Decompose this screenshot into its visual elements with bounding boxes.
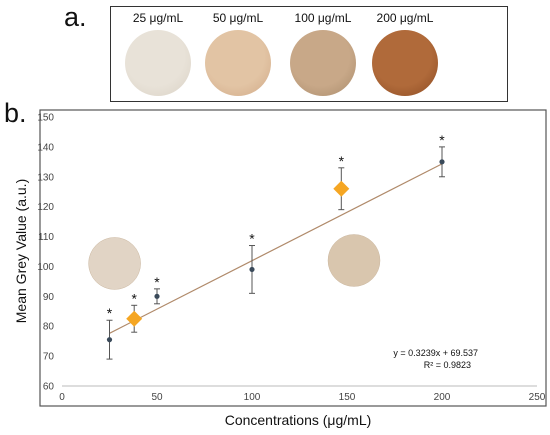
y-tick-label: 100 [37,262,54,273]
concentration-label: 200 μg/mL [376,11,434,25]
chart-frame [39,109,547,407]
y-tick-label: 130 [37,172,54,183]
panel-a-frame [110,6,508,102]
sample-swatch [205,30,271,96]
data-point [154,293,160,299]
significance-star: * [107,305,113,321]
panel-b-letter: b. [4,98,27,128]
y-tick-label: 90 [43,292,55,303]
concentration-label: 100 μg/mL [294,11,352,25]
trendline-r-squared: R² = 0.9823 [424,360,471,370]
x-tick-label: 200 [434,392,451,403]
y-tick-label: 110 [38,232,54,243]
trendline-equation: y = 0.3239x + 69.537 [393,348,478,358]
concentration-label: 25 μg/mL [132,11,184,25]
x-tick-label: 50 [151,392,163,403]
data-point [439,159,445,165]
y-axis-title: Mean Grey Value (a.u.) [13,179,29,323]
concentration-label: 50 μg/mL [212,11,264,25]
sample-swatch [125,30,191,96]
significance-star: * [439,132,445,148]
significance-star: * [249,231,255,247]
data-point [106,337,113,343]
highlight-diamond-point [126,310,143,327]
y-tick-label: 120 [37,202,54,213]
sample-swatch [290,30,356,96]
significance-star: * [131,290,137,306]
panel-a-letter: a. [64,2,87,32]
x-tick-label: 250 [529,392,546,403]
significance-star: * [154,274,160,290]
x-tick-label: 100 [244,392,261,403]
y-tick-label: 150 [37,113,54,124]
x-axis-title: Concentrations (μg/mL) [225,412,372,428]
y-tick-label: 80 [43,322,55,333]
y-tick-label: 70 [43,352,55,363]
data-point [249,266,255,273]
inset-sample-swatch [88,237,141,290]
trendline [109,163,443,334]
y-tick-label: 60 [43,382,55,393]
x-tick-label: 150 [339,392,356,403]
significance-star: * [339,153,345,169]
inset-sample-swatch [327,234,381,287]
highlight-diamond-point [333,180,350,197]
y-tick-label: 140 [37,142,54,153]
x-tick-label: 0 [59,392,65,403]
sample-swatch [372,30,438,96]
